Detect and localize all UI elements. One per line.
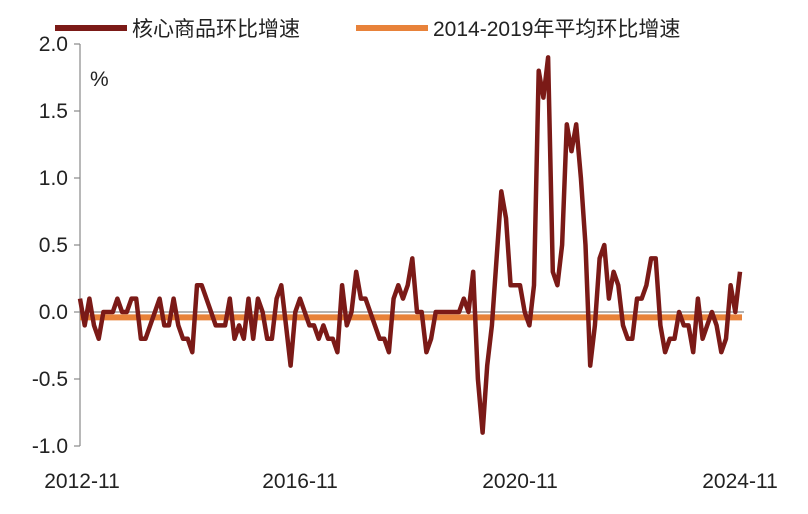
y-ticks: 2.0 1.5 1.0 0.5 0.0 -0.5 -1.0	[32, 33, 80, 458]
x-ticks: 2012-11 2016-11 2020-11 2024-11	[44, 470, 778, 493]
x-tick-label: 2012-11	[44, 470, 120, 493]
legend: 核心商品环比增速 2014-2019年平均环比增速	[55, 18, 680, 41]
x-tick-label: 2016-11	[262, 470, 338, 493]
legend-label-average: 2014-2019年平均环比增速	[433, 18, 680, 41]
y-tick-label: 1.5	[39, 100, 68, 123]
y-tick-label: 0.5	[39, 234, 68, 257]
x-tick-label: 2024-11	[702, 470, 778, 493]
unit-label: %	[90, 68, 109, 91]
legend-label-core-goods: 核心商品环比增速	[132, 18, 300, 41]
y-tick-label: 2.0	[39, 33, 68, 56]
y-tick-label: -0.5	[32, 368, 68, 391]
y-tick-label: 1.0	[39, 167, 68, 190]
series-line-core-goods	[77, 55, 743, 435]
y-tick-label: -1.0	[32, 435, 68, 458]
y-tick-label: 0.0	[39, 301, 68, 324]
x-tick-label: 2020-11	[482, 470, 558, 493]
